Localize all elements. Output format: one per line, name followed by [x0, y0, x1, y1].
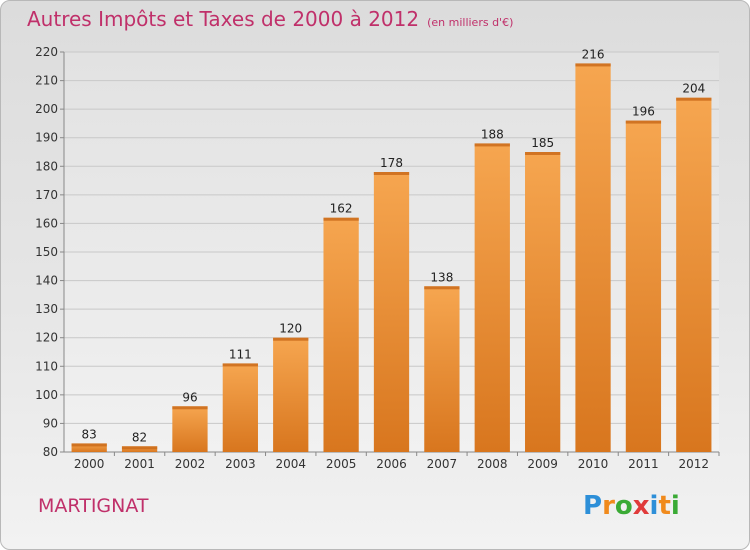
- y-tick-label: 110: [35, 359, 58, 373]
- y-tick-label: 150: [35, 245, 58, 259]
- data-label: 162: [330, 202, 353, 216]
- bar-cap: [71, 443, 107, 447]
- data-label: 83: [82, 427, 97, 441]
- y-tick-label: 200: [35, 102, 58, 116]
- bar-cap: [424, 286, 460, 290]
- logo-letter: x: [632, 491, 650, 521]
- data-label: 185: [531, 136, 554, 150]
- bar-cap: [575, 63, 611, 67]
- x-tick-label: 2007: [427, 457, 458, 471]
- data-label: 82: [132, 430, 147, 444]
- y-tick-label: 180: [35, 159, 58, 173]
- x-tick-label: 2005: [326, 457, 357, 471]
- bar-cap: [323, 217, 359, 221]
- bar-cap: [474, 143, 510, 147]
- bar: [273, 337, 309, 452]
- x-tick-label: 2003: [225, 457, 256, 471]
- location-name: MARTIGNAT: [38, 495, 149, 517]
- y-tick-label: 80: [43, 445, 58, 459]
- bar-cap: [676, 97, 712, 101]
- bar: [373, 172, 410, 452]
- data-label: 96: [182, 390, 197, 404]
- data-label: 138: [430, 270, 453, 284]
- chart-title: Autres Impôts et Taxes de 2000 à 2012 (en…: [27, 7, 513, 31]
- logo-letter: t: [658, 491, 671, 521]
- x-tick-label: 2002: [175, 457, 206, 471]
- x-tick-label: 2006: [376, 457, 407, 471]
- bar: [575, 63, 611, 453]
- bar: [625, 120, 662, 453]
- bar: [222, 363, 258, 452]
- bar-cap: [625, 120, 662, 124]
- y-tick-label: 170: [35, 188, 58, 202]
- bar: [525, 152, 561, 452]
- bar-cap: [222, 363, 258, 367]
- x-tick-label: 2000: [74, 457, 105, 471]
- data-label: 111: [229, 347, 252, 361]
- y-tick-label: 140: [35, 274, 58, 288]
- y-tick-label: 130: [35, 302, 58, 316]
- data-label: 196: [632, 105, 655, 119]
- data-label: 178: [380, 156, 403, 170]
- bar: [676, 97, 712, 452]
- bar: [474, 143, 510, 452]
- x-tick-label: 2008: [477, 457, 508, 471]
- bar-cap: [273, 337, 309, 341]
- bar: [323, 217, 359, 452]
- proxiti-logo: Proxiti: [583, 491, 680, 521]
- data-label: 204: [682, 82, 705, 96]
- y-tick-label: 90: [43, 416, 58, 430]
- logo-letter: i: [670, 491, 680, 521]
- bar: [71, 443, 107, 452]
- bar-cap: [525, 152, 561, 155]
- logo-letter: i: [649, 491, 659, 521]
- bar: [424, 286, 460, 452]
- bar-cap: [172, 406, 208, 410]
- y-tick-label: 210: [35, 74, 58, 88]
- data-label: 216: [582, 47, 605, 61]
- bar-cap: [121, 446, 158, 450]
- x-tick-label: 2004: [275, 457, 306, 471]
- x-tick-label: 2010: [578, 457, 609, 471]
- y-tick-label: 220: [35, 45, 58, 59]
- y-tick-label: 100: [35, 388, 58, 402]
- y-tick-label: 190: [35, 131, 58, 145]
- y-tick-label: 160: [35, 216, 58, 230]
- y-tick-label: 120: [35, 331, 58, 345]
- x-tick-label: 2009: [527, 457, 558, 471]
- bar: [172, 406, 208, 452]
- x-tick-label: 2001: [124, 457, 155, 471]
- data-label: 120: [279, 322, 302, 336]
- bar-cap: [373, 172, 410, 175]
- title-text: Autres Impôts et Taxes de 2000 à 2012: [27, 7, 420, 31]
- logo-letter: r: [602, 491, 615, 521]
- x-tick-label: 2012: [679, 457, 710, 471]
- logo-letter: o: [614, 491, 633, 521]
- data-label: 188: [481, 127, 504, 141]
- logo-letter: P: [583, 491, 603, 521]
- x-tick-label: 2011: [628, 457, 659, 471]
- unit-label: (en milliers d'€): [427, 16, 514, 29]
